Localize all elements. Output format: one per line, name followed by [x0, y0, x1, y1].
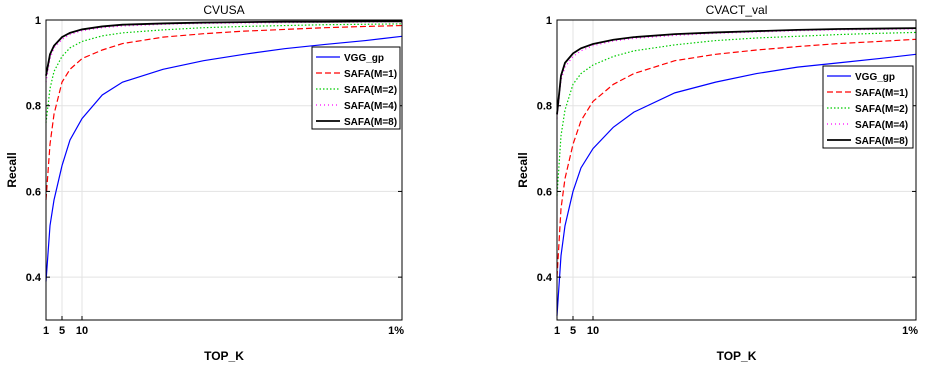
- legend-label: SAFA(M=1): [855, 88, 908, 99]
- legend-label: SAFA(M=8): [344, 117, 397, 128]
- y-tick-label: 0.4: [26, 272, 42, 284]
- x-tick-label: 10: [587, 325, 599, 337]
- series-line-safa-m-4-: [556, 28, 917, 119]
- series-line-vgg-gp: [45, 35, 403, 282]
- x-tick-label: 10: [76, 325, 88, 337]
- y-tick-label: 0.6: [26, 186, 41, 198]
- legend-label: SAFA(M=4): [344, 101, 397, 112]
- legend-label: SAFA(M=2): [344, 85, 397, 96]
- x-axis-label: TOP_K: [204, 349, 244, 363]
- legend: VGG_gp SAFA(M=1) SAFA(M=2) SAFA(M=4) SAFA(M=…: [822, 65, 914, 149]
- series-line-vgg-gp: [556, 53, 917, 316]
- legend-label: SAFA(M=2): [855, 104, 908, 115]
- legend-label: VGG_gp: [344, 53, 384, 64]
- y-axis-label: Recall: [5, 152, 19, 187]
- legend-box: [822, 65, 914, 149]
- legend-label: SAFA(M=1): [344, 69, 397, 80]
- x-axis-label: TOP_K: [717, 349, 757, 363]
- legend: VGG_gp SAFA(M=1) SAFA(M=2) SAFA(M=4) SAFA(M=…: [311, 46, 401, 130]
- plot-area: [556, 19, 917, 321]
- series-line-safa-m-8-: [45, 20, 402, 76]
- y-axis-label: Recall: [516, 152, 530, 187]
- y-tick-label: 0.4: [537, 272, 553, 284]
- legend-label: SAFA(M=8): [855, 136, 908, 147]
- series-line-safa-m-8-: [556, 27, 917, 115]
- legend-label: SAFA(M=4): [855, 120, 908, 131]
- y-tick-label: 0.8: [537, 101, 552, 113]
- y-tick-label: 0.8: [26, 101, 41, 113]
- x-tick-label: 5: [570, 325, 576, 337]
- x-tick-label: 1: [554, 325, 560, 337]
- y-tick-label: 1: [546, 15, 552, 27]
- x-tick-label: 1: [43, 325, 49, 337]
- series-line-safa-m-2-: [556, 31, 917, 196]
- legend-label: VGG_gp: [855, 72, 895, 83]
- chart-title: CVUSA: [203, 3, 244, 17]
- chart-panel-1: 0.40.60.811 5 10 1%CVUSATOP_KRecallVGG_gpSA…: [5, 3, 404, 363]
- chart-title: CVACT_val: [706, 3, 768, 17]
- x-tick-label: 5: [59, 325, 65, 337]
- legend-box: [311, 46, 401, 130]
- x-tick-label: 1%: [388, 325, 404, 337]
- y-tick-label: 0.6: [537, 186, 552, 198]
- series-line-safa-m-1-: [556, 38, 917, 278]
- x-tick-label: 1%: [902, 325, 918, 337]
- y-tick-label: 1: [35, 15, 41, 27]
- chart-panel-2: 0.40.60.811 5 10 1%CVACT_valTOP_KRecallVGG_…: [516, 3, 918, 363]
- plot-area: [45, 19, 403, 321]
- series-line-safa-m-1-: [45, 24, 403, 201]
